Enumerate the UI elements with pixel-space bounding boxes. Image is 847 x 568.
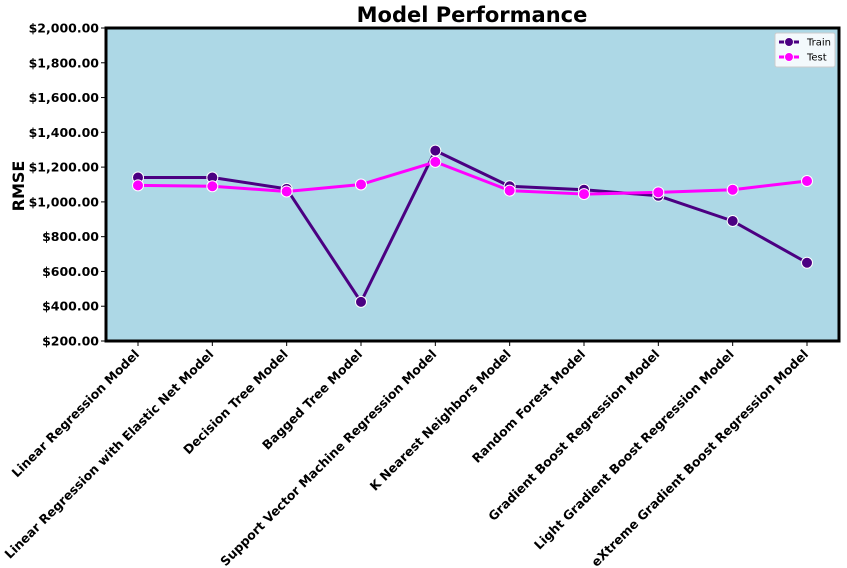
chart-title: Model Performance [357, 3, 588, 27]
y-tick-label: $1,000.00 [29, 194, 100, 209]
legend-label-train: Train [806, 38, 831, 49]
y-tick-label: $800.00 [42, 229, 99, 244]
data-point-test [206, 180, 219, 193]
x-tick-label: Linear Regression Model [8, 347, 142, 481]
data-point-test [503, 184, 516, 197]
legend-label-test: Test [806, 53, 827, 64]
data-point-train [801, 256, 813, 269]
data-point-test [132, 179, 144, 192]
legend-marker-train [784, 37, 794, 47]
data-point-test [355, 178, 367, 191]
data-point-train [355, 295, 367, 308]
data-point-test [801, 175, 813, 188]
x-tick-label: Gradient Boost Regression Model [485, 347, 662, 524]
y-tick-label: $1,400.00 [29, 125, 100, 140]
x-tick-label: K Nearest Neighbors Model [367, 347, 514, 494]
series-layer [132, 144, 813, 308]
y-tick-label: $1,800.00 [29, 55, 100, 70]
y-tick-label: $1,200.00 [29, 160, 100, 175]
data-point-test [280, 185, 293, 198]
y-tick-label: $600.00 [42, 264, 99, 279]
series-line-train [138, 149, 808, 304]
data-point-train [726, 215, 739, 228]
series-line-test [137, 160, 808, 196]
y-tick-label: $200.00 [42, 334, 99, 349]
y-tick-label: $1,600.00 [29, 90, 100, 105]
data-point-test [726, 183, 739, 196]
plot-area [106, 28, 839, 341]
data-point-test [652, 186, 665, 199]
data-point-test [578, 188, 590, 201]
data-point-train [429, 144, 442, 157]
y-axis-label: RMSE [9, 161, 28, 212]
legend: Train Test [774, 32, 836, 68]
y-tick-label: $400.00 [42, 299, 99, 314]
plot-frame [104, 26, 841, 343]
data-point-test [429, 155, 442, 168]
legend-marker-test [784, 52, 794, 62]
y-axis: $200.00 $400.00 $600.00 $800.00 $1,000.00 $1,… [29, 21, 106, 349]
y-tick-label: $2,000.00 [29, 21, 100, 36]
